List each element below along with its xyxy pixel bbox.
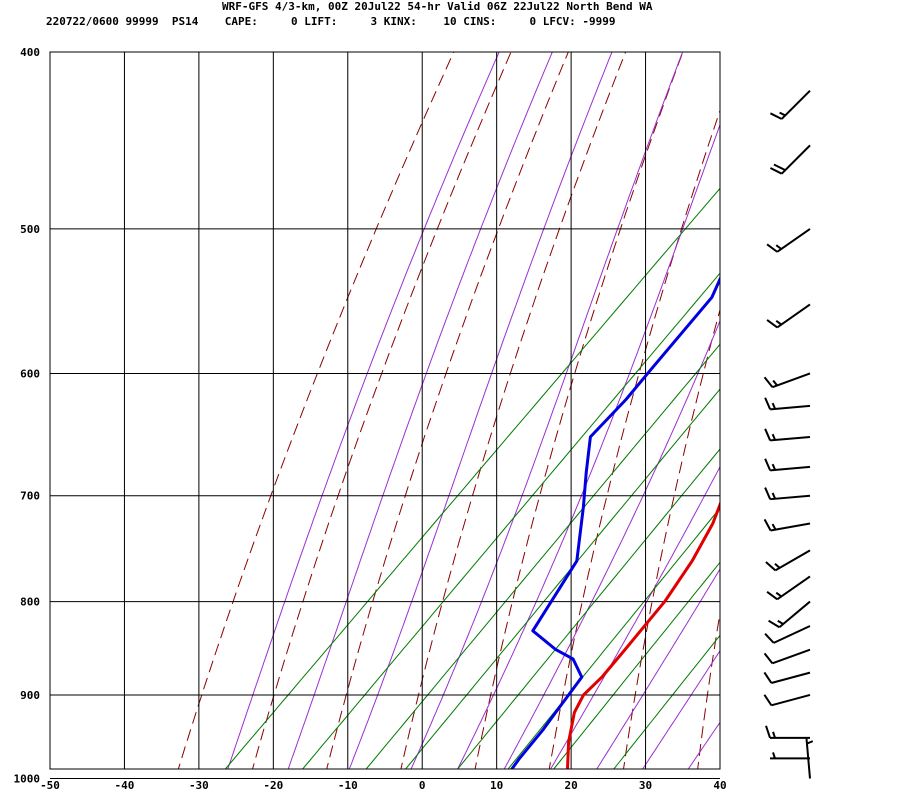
moist-adiabat [348,52,613,769]
sounding-info: 220722/0600 99999 PS14 CAPE: 0 LIFT: 3 K… [46,15,616,28]
moist-adiabat [410,52,684,769]
dry-adiabat [548,108,720,769]
moist-adiabat [457,123,720,769]
y-tick-label: 700 [20,490,40,503]
y-tick-label: 600 [20,367,40,380]
wind-barb [764,458,811,472]
wind-barb [766,575,811,601]
wind-barb [763,693,811,707]
wind-barb [763,518,811,532]
grid [49,51,721,779]
wind-barb [764,428,811,442]
x-tick-label: -50 [40,779,60,792]
x-tick-label: 20 [564,779,577,792]
wind-barb [766,303,811,329]
dry-adiabat [768,52,900,800]
temperature-profile [566,500,720,769]
wind-barb [768,600,811,629]
x-tick-label: 10 [490,779,503,792]
x-tick-label: -40 [115,779,135,792]
wind-barb [763,671,811,684]
wind-barb [769,144,811,175]
mixing-ratio-line [553,561,720,769]
wind-barb [764,487,811,501]
wind-barb [766,228,811,253]
wind-barb [765,725,810,739]
mixing-ratio-line [456,448,720,769]
wind-barb [764,397,811,411]
wind-barb [765,549,811,572]
wind-barb [763,372,811,389]
moist-adiabat [550,465,720,769]
moist-adiabat [596,568,720,769]
dry-adiabat [252,52,512,769]
moist-adiabat [227,52,500,769]
plot-frame [49,51,721,770]
mixing-ratio-line [302,272,720,769]
y-tick-label: 400 [20,46,40,59]
chart-header: WRF-GFS 4/3-km, 00Z 20Jul22 54-hr Valid … [0,0,900,32]
y-axis-ticks: 400 500 600 700 800 900 1000 [14,46,41,786]
chart-title: WRF-GFS 4/3-km, 00Z 20Jul22 54-hr Valid … [222,0,653,13]
dry-adiabat [177,52,455,769]
dry-adiabat [474,52,684,769]
mixing-ratio-line [365,343,720,769]
x-tick-label: 0 [419,779,426,792]
dry-adiabat [697,610,720,769]
moist-adiabat [503,319,720,769]
dry-adiabat [623,307,720,769]
dry-adiabat [326,52,569,769]
mixing-ratio-line [507,507,720,769]
x-tick-label: -10 [338,779,358,792]
y-tick-label: 800 [20,596,40,609]
wind-barb [764,625,811,644]
wind-barb [763,648,811,665]
y-tick-label: 900 [20,689,40,702]
y-tick-label: 1000 [14,773,41,786]
y-tick-label: 500 [20,223,40,236]
wind-barbs [763,89,814,779]
sounding-profiles [510,275,720,769]
dry-adiabat [844,52,900,800]
x-tick-label: 30 [639,779,652,792]
mixing-ratio-line [613,634,720,769]
mixing-ratio-line [404,388,720,769]
dewpoint-profile [510,275,720,769]
moist-adiabat [287,52,553,769]
mixing-ratio-line [224,187,720,769]
wind-barb [769,89,811,120]
background-lines [177,52,900,800]
x-tick-label: -30 [189,779,209,792]
x-tick-label: 40 [713,779,726,792]
wind-barb [770,752,810,760]
x-tick-label: -20 [263,779,283,792]
x-axis-ticks: -50 -40 -30 -20 -10 0 10 20 30 40 [40,779,727,792]
moist-adiabat [642,649,720,769]
